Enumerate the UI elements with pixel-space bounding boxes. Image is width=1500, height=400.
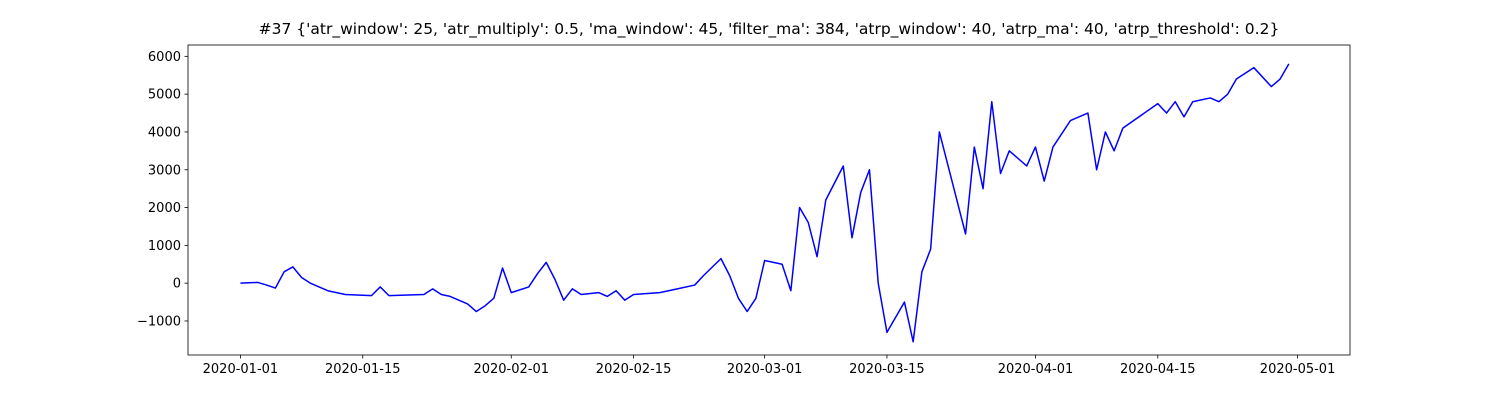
x-tick-label: 2020-02-15 [596, 362, 672, 377]
y-tick-label: 3000 [148, 163, 181, 178]
axes-frame [187, 44, 1351, 356]
x-tick-label: 2020-05-01 [1260, 362, 1336, 377]
y-tick-label: 4000 [148, 125, 181, 140]
chart-title: #37 {'atr_window': 25, 'atr_multiply': 0… [259, 20, 1280, 39]
x-tick-label: 2020-01-01 [203, 362, 279, 377]
x-tick-label: 2020-03-15 [849, 362, 925, 377]
y-tick-label: 1000 [148, 239, 181, 254]
x-tick-label: 2020-03-01 [727, 362, 803, 377]
y-tick-label: 5000 [148, 88, 181, 103]
y-tick-label: 0 [173, 277, 181, 292]
y-tick-label: 2000 [148, 201, 181, 216]
data-line [240, 63, 1290, 343]
x-tick-label: 2020-02-01 [473, 362, 549, 377]
y-tick-label: −1000 [137, 314, 181, 329]
x-tick-label: 2020-01-15 [325, 362, 401, 377]
x-tick-label: 2020-04-15 [1120, 362, 1196, 377]
x-tick-label: 2020-04-01 [998, 362, 1074, 377]
y-tick-label: 6000 [148, 50, 181, 65]
